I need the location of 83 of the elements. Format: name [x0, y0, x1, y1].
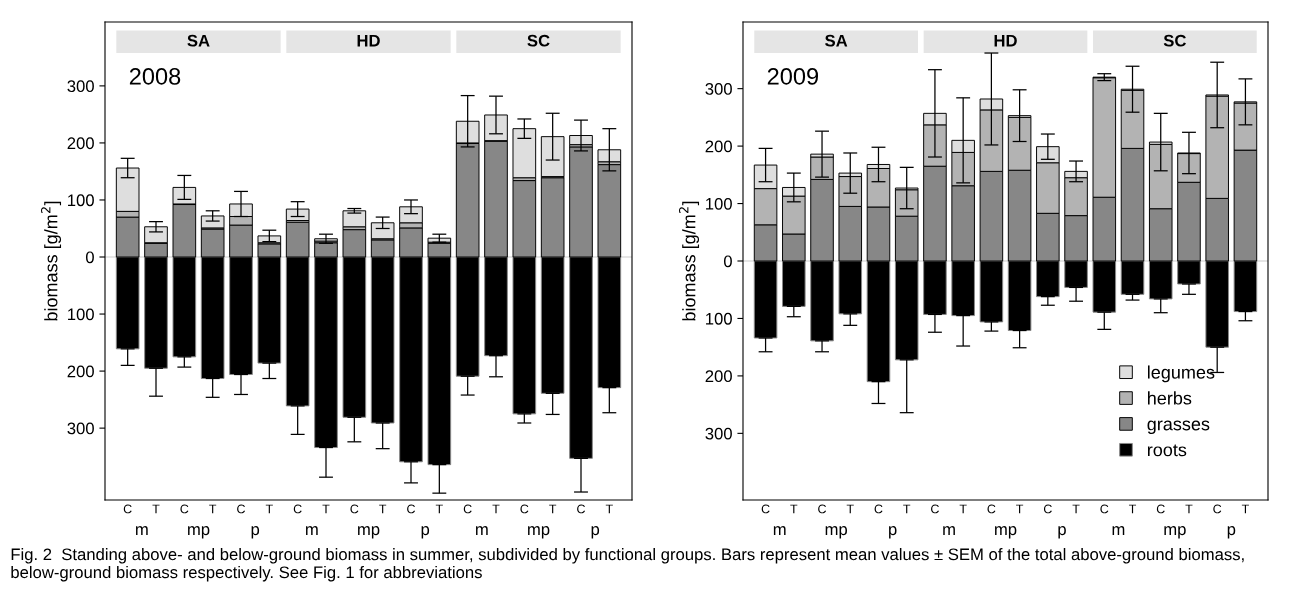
x-tick-label: T [1016, 504, 1024, 514]
annotation: SC [1163, 34, 1186, 47]
x-tick-label: T [903, 504, 911, 514]
annotation: HD [357, 34, 380, 47]
text: m [306, 526, 318, 536]
y-axis-title: biomass [g/m$^{2}$] [41, 201, 62, 321]
x-tick-label: T [605, 504, 613, 514]
legend-label: grasses [1147, 420, 1210, 434]
x-tick-label: C [237, 504, 246, 514]
x-tick-label: C [1213, 504, 1222, 514]
text: mp [1164, 526, 1186, 539]
legend-label: legumes [1147, 365, 1215, 383]
annotation: SA [187, 34, 210, 47]
x-tick-label: T [1241, 504, 1249, 514]
x-tick-label: T [322, 504, 330, 514]
x-tick-label: T [435, 504, 443, 514]
x-tick-label: C [180, 504, 189, 514]
y-tick-label: 300 [705, 83, 732, 95]
y-tick-label: 0 [723, 255, 732, 268]
x-tick-label: T [1185, 504, 1193, 514]
text: p [591, 526, 600, 539]
text: m [136, 526, 148, 536]
text: p [251, 526, 260, 539]
x-tick-label: C [293, 504, 302, 514]
x-tick-label: C [931, 504, 939, 514]
x-tick-label: T [790, 504, 798, 514]
text: mp [188, 526, 210, 539]
x-tick-label: C [123, 504, 132, 514]
x-tick-label: T [846, 504, 854, 514]
x-tick-label: T [492, 504, 500, 514]
y-tick-label: 100 [68, 194, 94, 207]
x-tick-label: C [350, 504, 359, 514]
annotation: SC [527, 34, 550, 47]
y-tick-label: 200 [67, 365, 94, 378]
y-tick-label: 100 [68, 308, 94, 321]
x-tick-label: C [818, 504, 827, 514]
y-tick-label: 300 [67, 422, 94, 435]
y-tick-label: 200 [67, 137, 94, 150]
x-tick-label: C [1156, 504, 1165, 514]
legend-label: roots [1147, 444, 1187, 457]
text: mp [528, 526, 550, 539]
x-tick-label: T [1072, 504, 1080, 514]
x-tick-label: C [577, 504, 586, 514]
text: m [1112, 526, 1125, 536]
x-tick-label: C [1100, 504, 1109, 514]
text: p [889, 526, 897, 539]
caption: Fig. 2 Standing above- and below-ground biomass in summer, subdivided by functional groups. Bars represent mean values ± SEM of the total above-ground biomass, below-ground biomass respectively. See Fig. 1 for abbreviations [11, 548, 1244, 582]
text: p [421, 526, 430, 539]
x-tick-label: T [152, 504, 160, 514]
y-tick-label: 100 [706, 197, 732, 210]
y-tick-label: 100 [706, 312, 732, 325]
annotation: HD [994, 34, 1017, 47]
x-tick-label: C [761, 504, 770, 514]
x-tick-label: C [987, 504, 996, 514]
text: mp [358, 526, 380, 539]
x-tick-label: C [407, 504, 416, 514]
x-tick-label: T [959, 504, 967, 514]
y-tick-label: 200 [705, 370, 732, 383]
x-tick-label: T [1128, 504, 1137, 514]
text: m [773, 526, 786, 536]
text: mp [995, 526, 1017, 539]
text: p [1227, 526, 1236, 539]
x-tick-label: C [463, 504, 472, 514]
y-axis-title: biomass [g/m$^{2}$] [679, 201, 700, 321]
y-tick-label: 300 [67, 80, 94, 93]
annotation: 2009 [767, 68, 819, 85]
x-tick-label: T [209, 504, 217, 514]
legend-label: herbs [1148, 391, 1192, 405]
text: mp [825, 526, 848, 539]
x-tick-label: T [379, 504, 387, 514]
x-tick-label: C [874, 504, 883, 514]
text: m [476, 526, 488, 536]
text: p [1058, 526, 1066, 539]
x-tick-label: C [1043, 504, 1052, 514]
y-tick-label: 300 [705, 427, 732, 440]
text: m [943, 526, 955, 536]
x-tick-label: T [549, 504, 557, 514]
x-tick-label: T [265, 504, 273, 514]
annotation: 2008 [129, 68, 181, 85]
y-tick-label: 0 [85, 251, 94, 264]
annotation: SA [825, 34, 848, 47]
x-tick-label: C [520, 504, 529, 514]
y-tick-label: 200 [705, 140, 732, 153]
